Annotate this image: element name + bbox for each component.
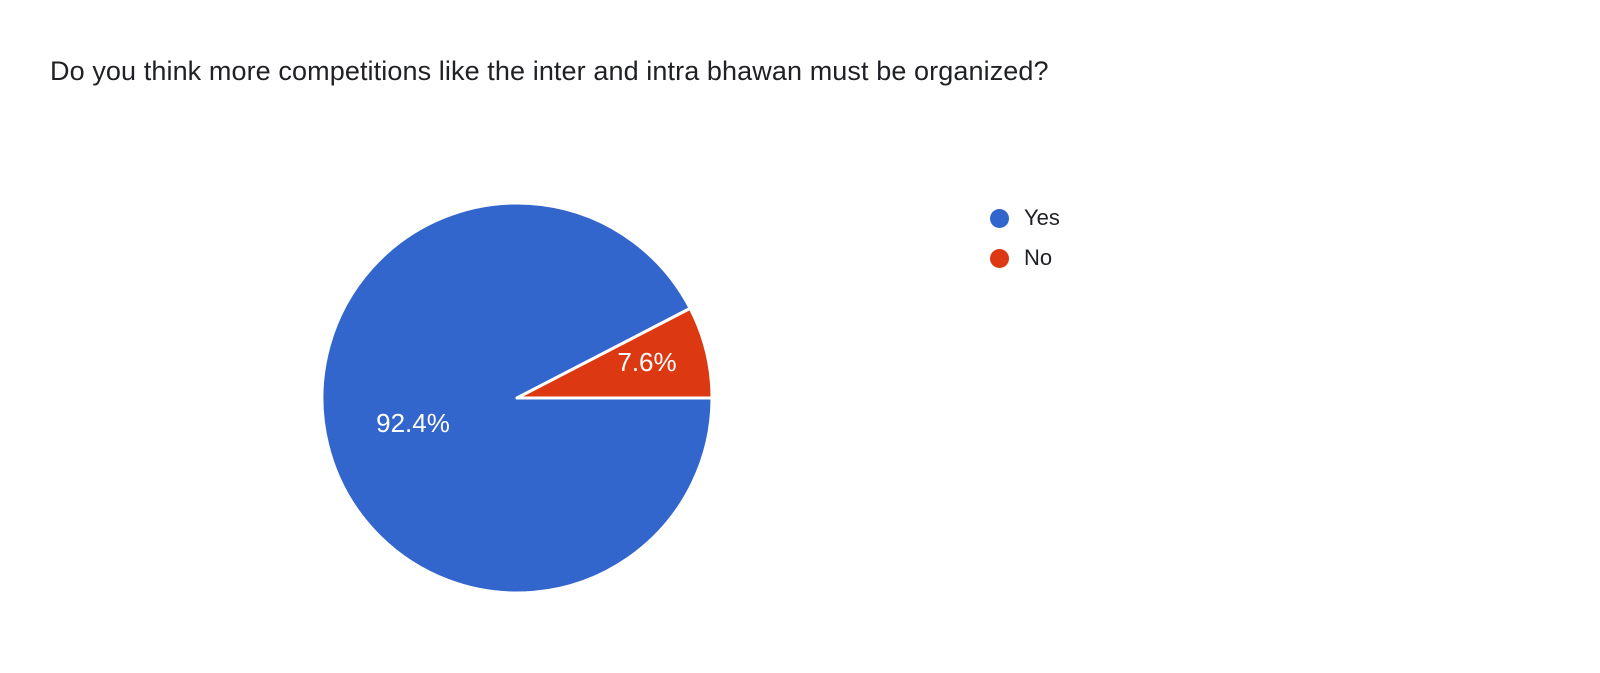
- pie-label-no: 7.6%: [617, 347, 676, 377]
- pie-slice-no[interactable]: [515, 306, 714, 400]
- legend-swatch-yes-icon: [990, 208, 1009, 228]
- legend-swatch-no-icon: [990, 248, 1009, 268]
- pie-chart: 92.4% 7.6%: [320, 201, 714, 595]
- chart-title: Do you think more competitions like the …: [50, 56, 1049, 86]
- chart-legend: Yes No: [990, 198, 1250, 278]
- legend-label-no: No: [1024, 245, 1053, 270]
- legend-item-no[interactable]: No: [990, 238, 1250, 278]
- legend-item-yes[interactable]: Yes: [990, 198, 1250, 238]
- pie-label-yes: 92.4%: [376, 408, 450, 438]
- legend-label-yes: Yes: [1024, 205, 1060, 230]
